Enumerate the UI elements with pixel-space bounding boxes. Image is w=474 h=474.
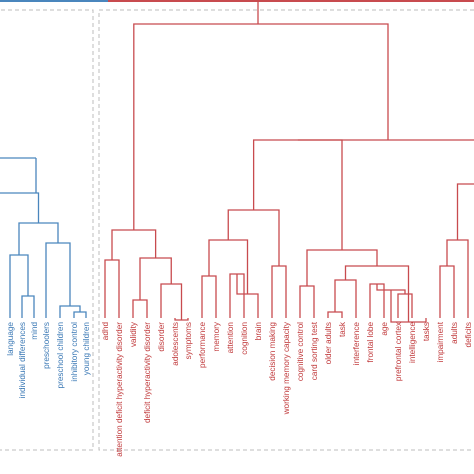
red-leaf-label: task <box>338 321 347 337</box>
leaf-labels: language individual differences mind presch… <box>6 321 473 457</box>
blue-leaf-label: language <box>6 322 15 356</box>
red-leaf-label: deficits <box>464 322 473 347</box>
dendrogram-link <box>252 139 343 250</box>
red-leaf-label: cognitive control <box>296 322 305 381</box>
red-leaf-label: interference <box>352 322 361 366</box>
dendrogram-link <box>9 254 29 318</box>
dendrogram-link <box>21 295 35 318</box>
dendrogram-link <box>439 265 455 318</box>
red-leaf-label: deficit hyperactivity disorder <box>143 322 152 423</box>
red-leaf-label: memory <box>212 321 221 351</box>
red-leaf-label: prefrontal cortex <box>394 322 403 381</box>
dendrogram-link <box>0 192 40 223</box>
red-cluster-box <box>98 9 474 451</box>
dendrogram-link <box>327 311 343 318</box>
red-leaf-label: tasks <box>422 322 431 341</box>
blue-leaf-label: mind <box>30 322 39 340</box>
dendrogram-link <box>456 183 474 240</box>
red-leaf-label: validity <box>129 321 138 347</box>
dendrogram-link <box>18 222 59 255</box>
red-leaf-label: adults <box>450 322 459 344</box>
dendrogram-link <box>45 242 71 318</box>
red-leaf-label: working memory capacity <box>282 321 291 415</box>
dendrogram-link <box>208 239 249 294</box>
red-leaf-label: adolescents <box>171 322 180 366</box>
blue-leaf-label: individual differences <box>18 322 27 398</box>
red-leaf-label: disorder <box>157 322 166 352</box>
red-leaf-label: frontal lobe <box>366 322 375 363</box>
red-leaf-label: older adults <box>324 322 333 364</box>
dendrogram-link <box>397 293 413 318</box>
red-leaf-label: performance <box>198 322 207 368</box>
dendrogram-links <box>0 0 474 323</box>
dendrogram-link <box>160 283 183 320</box>
blue-leaf-label: preschoolers <box>42 322 51 369</box>
red-leaf-label: brain <box>254 322 263 341</box>
dendrogram-link <box>227 209 280 266</box>
dendrogram-link <box>299 285 315 318</box>
dendrogram-link <box>73 311 87 318</box>
blue-cluster-box <box>0 9 94 451</box>
red-leaf-label: card sorting test <box>310 321 319 380</box>
blue-leaf-label: young children <box>82 322 91 376</box>
blue-leaf-label: preschool children <box>56 322 65 389</box>
red-leaf-label: adhd <box>101 322 110 341</box>
red-leaf-label: attention deficit hyperactivity disorder <box>115 322 124 457</box>
red-leaf-label: symptoms <box>184 322 193 359</box>
red-leaf-label: cognition <box>240 322 249 355</box>
red-leaf-label: decision making <box>268 322 277 381</box>
dendrogram-link <box>133 23 389 230</box>
dendrogram-link <box>132 299 148 318</box>
dendrogram-link <box>271 265 287 318</box>
dendrogram-link <box>446 239 469 318</box>
red-leaf-label: impairment <box>436 321 445 362</box>
red-leaf-label: attention <box>226 322 235 354</box>
blue-leaf-label: inhibitory control <box>70 322 79 382</box>
red-leaf-label: intelligence <box>408 322 417 363</box>
red-leaf-label: age <box>380 322 389 336</box>
dendrogram-link <box>104 259 120 318</box>
dendrogram-link <box>139 257 172 300</box>
dendrogram-link <box>201 275 217 318</box>
dendrogram-link <box>111 229 157 260</box>
